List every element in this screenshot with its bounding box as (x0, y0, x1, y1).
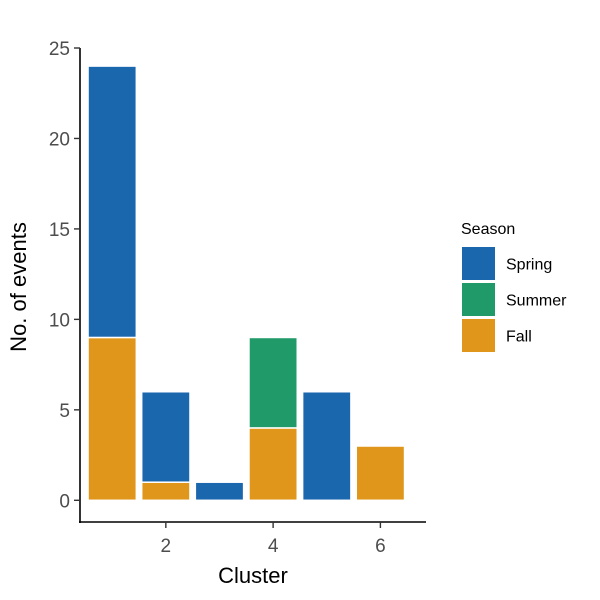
y-tick-label-15: 15 (49, 220, 70, 241)
y-tick-label-10: 10 (49, 310, 70, 331)
bar-summer-cluster-4 (248, 336, 299, 429)
x-tick-label-4: 4 (268, 536, 279, 557)
bar-spring-cluster-3 (194, 481, 245, 502)
bar-spring-cluster-2 (140, 390, 191, 483)
bar-fall-cluster-1 (87, 336, 138, 502)
y-axis-title: No. of events (6, 222, 31, 352)
legend-key-spring (462, 247, 495, 280)
x-tick-label-6: 6 (375, 536, 386, 557)
bar-spring-cluster-5 (301, 390, 352, 502)
bar-fall-cluster-4 (248, 427, 299, 502)
legend: Season Spring Summer Fall (461, 221, 567, 352)
bar-spring-cluster-1 (87, 65, 138, 339)
bar-fall-cluster-6 (355, 445, 406, 502)
y-tick-label-0: 0 (59, 491, 70, 512)
legend-label-fall: Fall (506, 329, 532, 346)
legend-entries: Spring Summer Fall (462, 247, 567, 352)
axes-layer: 0 5 10 15 20 25 2 4 6 (49, 39, 426, 557)
y-tick-label-5: 5 (59, 401, 70, 422)
y-tick-label-25: 25 (49, 39, 70, 60)
bars-layer (87, 65, 406, 502)
legend-label-spring: Spring (506, 257, 552, 274)
x-tick-label-2: 2 (161, 536, 172, 557)
legend-title: Season (461, 221, 515, 238)
x-axis-title: Cluster (218, 563, 288, 588)
bar-fall-cluster-2 (140, 481, 191, 502)
legend-key-fall (462, 319, 495, 352)
legend-key-summer (462, 283, 495, 316)
y-tick-label-20: 20 (49, 129, 70, 150)
legend-label-summer: Summer (506, 293, 567, 310)
